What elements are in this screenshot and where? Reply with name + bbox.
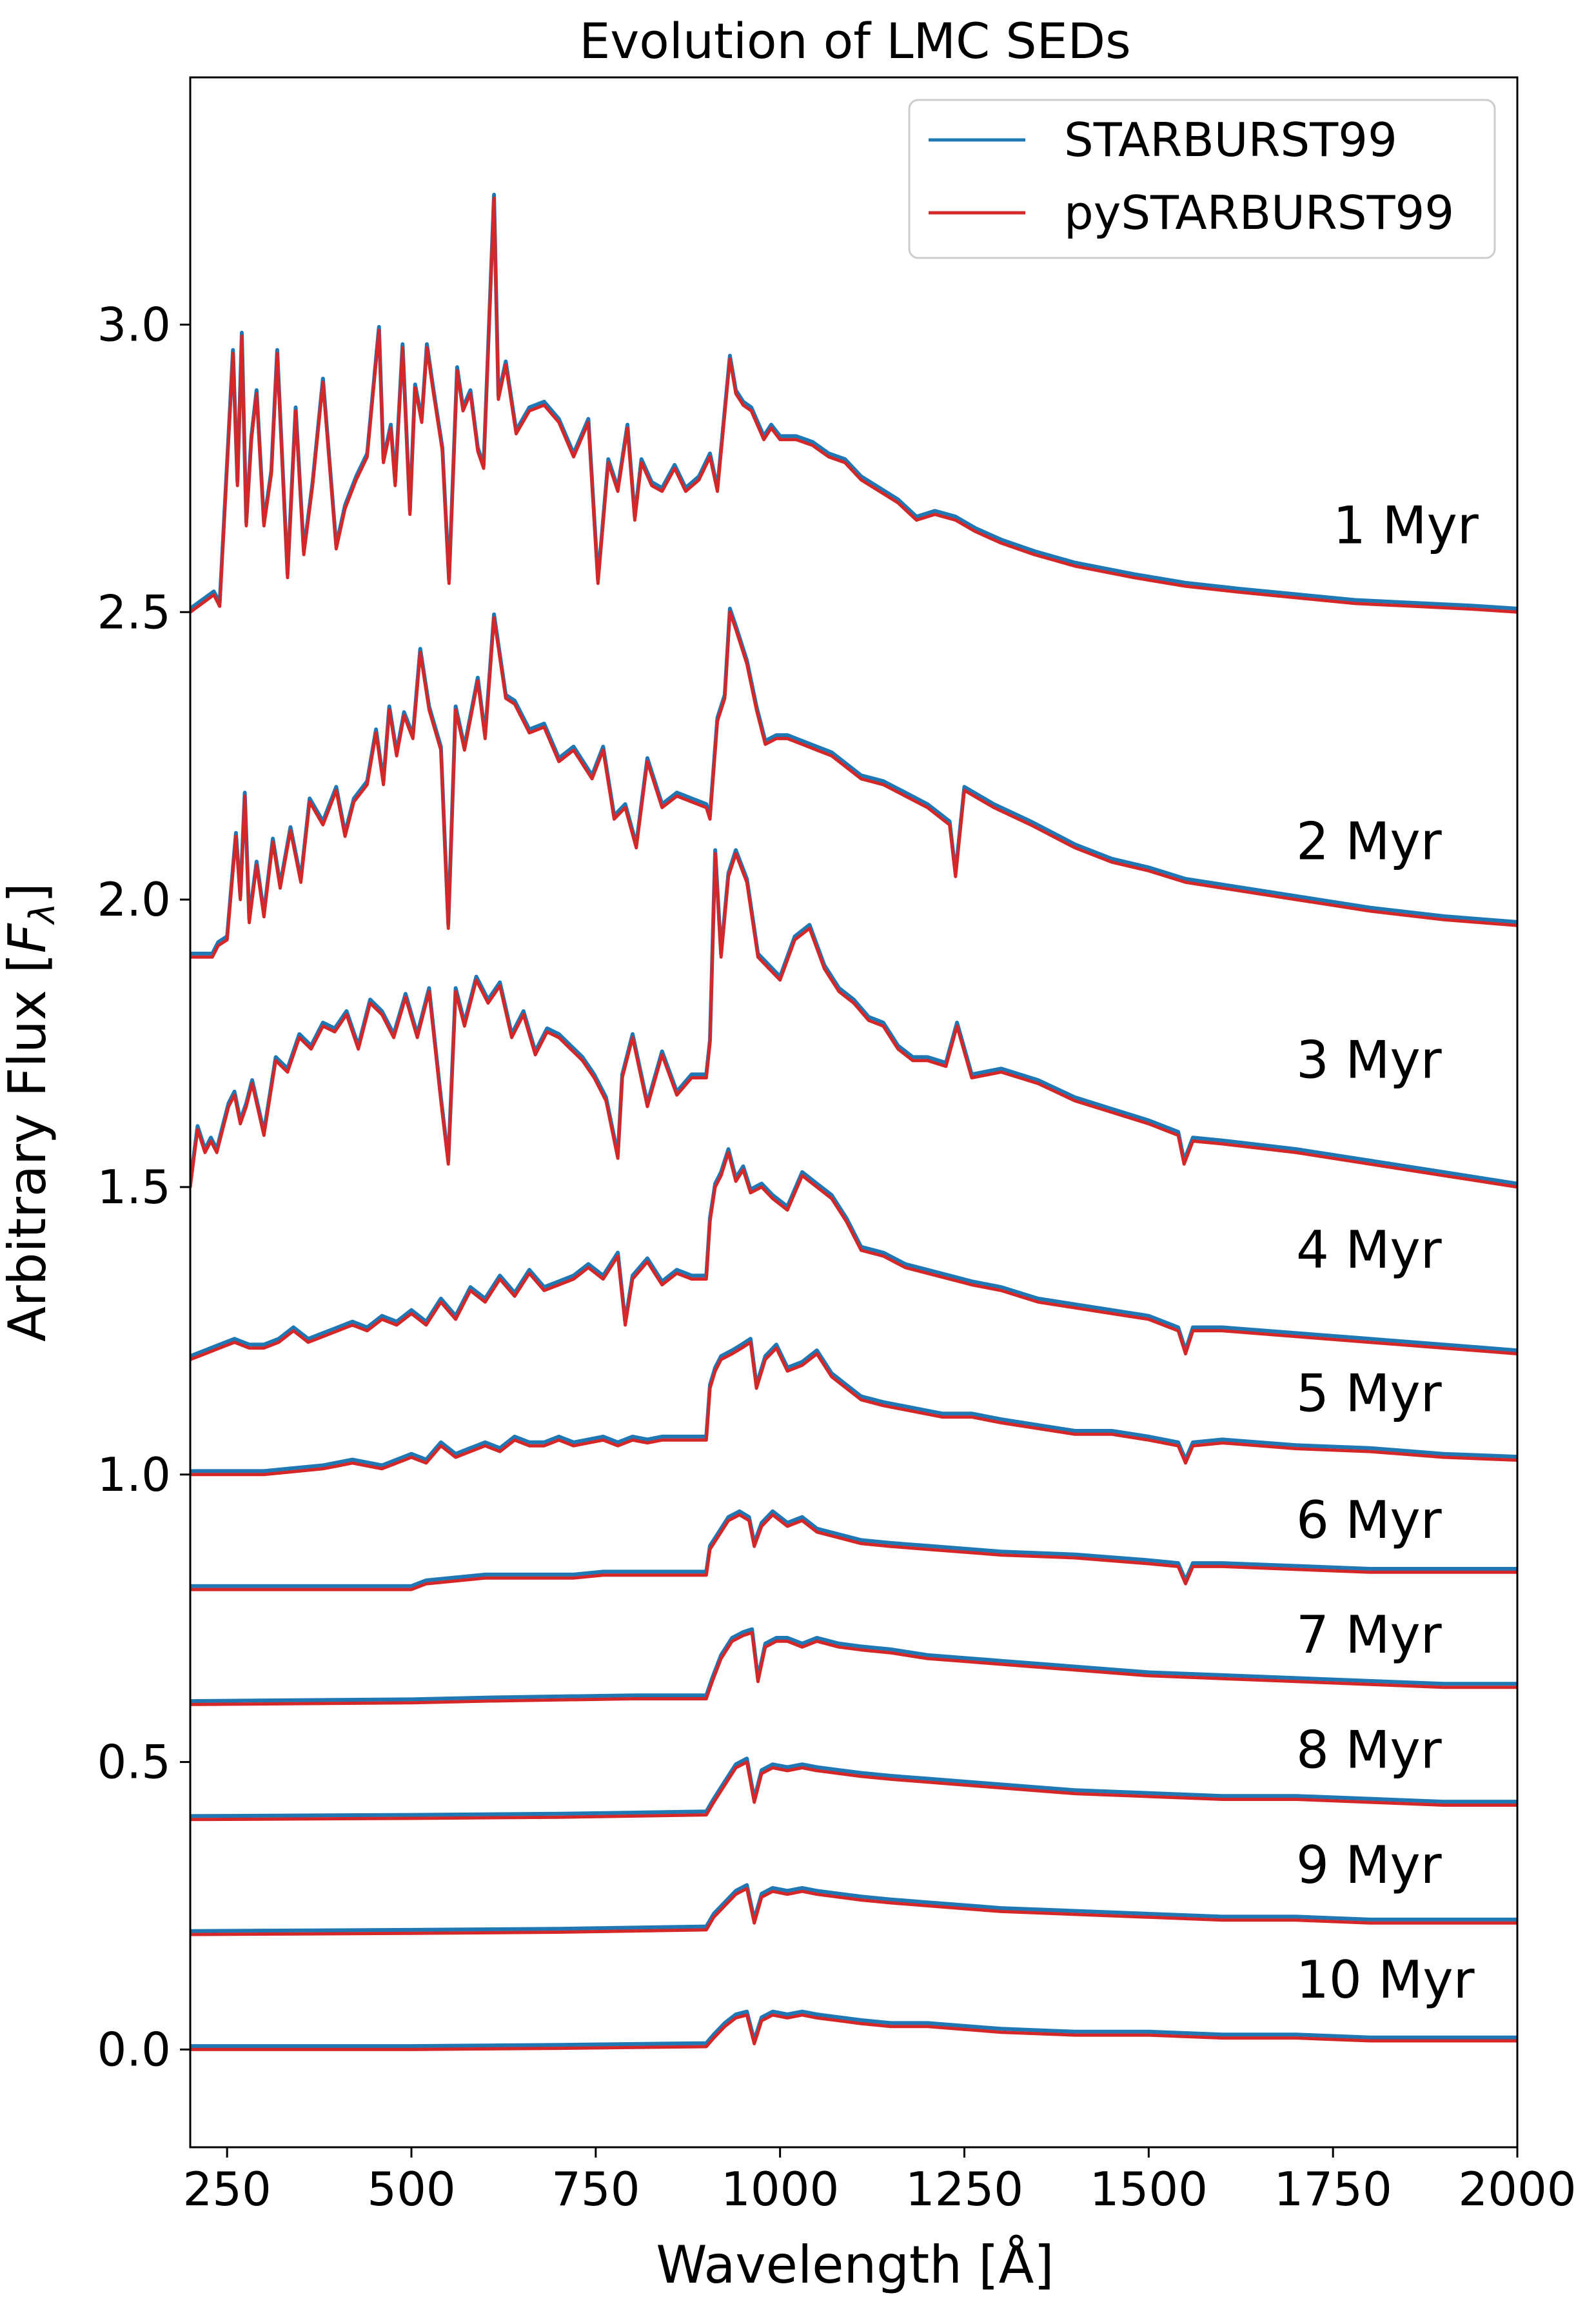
x-tick-label: 1250 — [905, 2162, 1023, 2216]
y-tick-label: 1.0 — [97, 1448, 171, 1502]
series-line-pystarburst99-9-myr — [190, 1887, 1517, 1936]
legend-box — [908, 99, 1496, 259]
x-tick-label: 750 — [551, 2162, 640, 2216]
x-tick-label: 500 — [367, 2162, 455, 2216]
x-tick-label: 1750 — [1274, 2162, 1392, 2216]
series-line-pystarburst99-8-myr — [190, 1760, 1517, 1822]
x-tick-label: 1000 — [721, 2162, 839, 2216]
y-tick-label: 0.5 — [97, 1735, 171, 1789]
y-tick-label: 2.0 — [97, 872, 171, 927]
series-line-pystarburst99-3-myr — [190, 852, 1517, 1189]
age-label: 1 Myr — [1333, 495, 1479, 555]
plot-frame — [189, 76, 1519, 2149]
x-tick-label: 1500 — [1090, 2162, 1208, 2216]
age-labels: 1 Myr 2 Myr 3 Myr 4 Myr 5 Myr 6 Myr 7 Myr 8 Myr… — [1296, 495, 1479, 2010]
x-tick-label: 250 — [182, 2162, 271, 2216]
y-tick-label: 0.0 — [97, 2022, 171, 2076]
y-tick-label: 2.5 — [97, 585, 171, 639]
age-label: 6 Myr — [1296, 1490, 1442, 1550]
x-axis-label: Wavelength [Å] — [656, 2234, 1054, 2295]
series-line-starburst99-4-myr — [190, 1147, 1517, 1359]
age-label: 4 Myr — [1296, 1220, 1442, 1280]
age-label: 8 Myr — [1296, 1720, 1442, 1780]
y-axis-ticks: 0.0 0.5 1.0 1.5 2.0 2.5 3.0 — [97, 297, 190, 2076]
legend-label-pystarburst99: pySTARBURST99 — [1064, 186, 1454, 240]
age-label: 7 Myr — [1296, 1605, 1442, 1665]
series-line-pystarburst99-10-myr — [190, 2013, 1517, 2051]
age-label: 3 Myr — [1296, 1030, 1442, 1090]
age-label: 2 Myr — [1296, 812, 1442, 872]
curves-layer — [190, 192, 1517, 2051]
y-axis-label-subscript: λ — [22, 903, 63, 925]
series-line-pystarburst99-1-myr — [190, 196, 1517, 614]
series-line-starburst99-7-myr — [190, 1627, 1517, 1704]
age-label: 5 Myr — [1296, 1364, 1442, 1424]
y-tick-label: 1.5 — [97, 1160, 171, 1214]
y-axis-label-variable: F — [0, 923, 57, 953]
series-line-starburst99-5-myr — [190, 1337, 1517, 1473]
series-line-starburst99-10-myr — [190, 2009, 1517, 2049]
series-line-starburst99-8-myr — [190, 1756, 1517, 1818]
legend: STARBURST99 pySTARBURST99 — [908, 99, 1496, 259]
y-axis-label-prefix: Arbitrary Flux [ — [0, 953, 57, 1342]
series-line-pystarburst99-4-myr — [190, 1150, 1517, 1361]
chart-title: Evolution of LMC SEDs — [579, 12, 1130, 70]
y-tick-label: 3.0 — [97, 297, 171, 351]
y-axis-label: Arbitrary Flux [Fλ] — [0, 883, 63, 1342]
series-line-pystarburst99-7-myr — [190, 1631, 1517, 1706]
x-axis-ticks: 250 500 750 1000 1250 1500 1750 2000 — [182, 2147, 1577, 2216]
legend-label-starburst99: STARBURST99 — [1064, 113, 1397, 167]
series-line-starburst99-9-myr — [190, 1883, 1517, 1933]
age-label: 10 Myr — [1296, 1950, 1475, 2010]
x-tick-label: 2000 — [1458, 2162, 1576, 2216]
series-line-pystarburst99-5-myr — [190, 1341, 1517, 1477]
age-label: 9 Myr — [1296, 1835, 1442, 1895]
series-line-pystarburst99-6-myr — [190, 1513, 1517, 1591]
series-line-pystarburst99-2-myr — [190, 610, 1517, 959]
y-axis-label-suffix: ] — [0, 883, 57, 903]
